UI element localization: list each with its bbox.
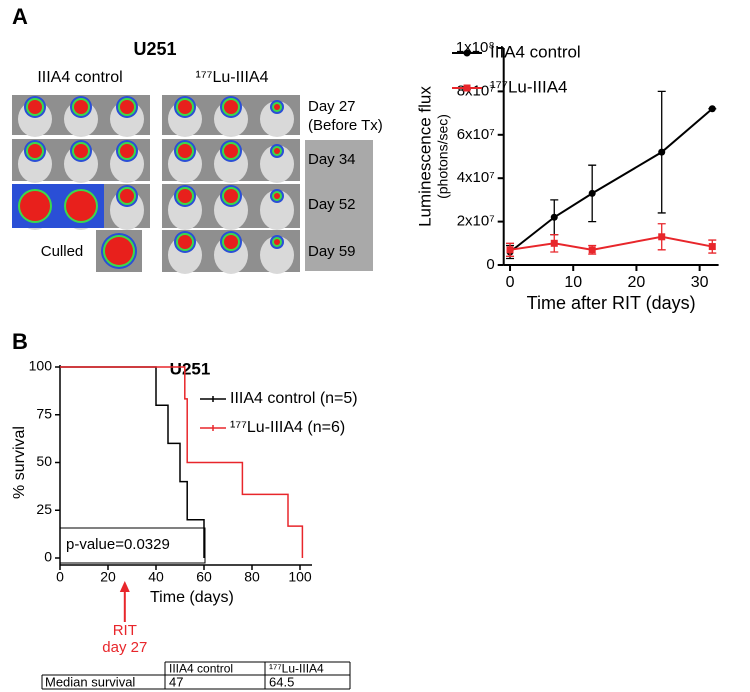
marker-label: RIT (113, 622, 137, 639)
legend-marker (463, 49, 471, 57)
row-label: (Before Tx) (308, 117, 383, 134)
point (708, 105, 716, 113)
point (658, 233, 666, 241)
group-label: IIIA4 control (37, 69, 122, 86)
signal (224, 100, 238, 114)
y-tick-label: 75 (36, 405, 52, 421)
legend-marker (463, 84, 471, 92)
line (509, 235, 713, 251)
x-tick-label: 40 (148, 569, 164, 585)
mouse (260, 101, 294, 137)
chart-title: U251 (170, 359, 211, 378)
signal (274, 148, 280, 154)
y-axis-label: % survival (11, 426, 28, 499)
line (509, 108, 713, 253)
row-label: Day 52 (308, 196, 356, 213)
legend-label: IIIA4 control (490, 42, 581, 61)
y-tick-label: 2x10⁷ (457, 213, 495, 230)
panel-title: U251 (133, 39, 176, 59)
y-tick-label: 50 (36, 453, 52, 469)
mouse (260, 145, 294, 183)
mouse (260, 236, 294, 274)
row-label: Day 34 (308, 151, 356, 168)
panel-label: A (12, 4, 28, 29)
signal (224, 144, 238, 158)
signal (178, 144, 192, 158)
table-grid (41, 661, 351, 690)
x-axis-label: Time (days) (150, 589, 234, 606)
x-tick-label: 0 (506, 274, 515, 291)
legend-label: IIIA4 control (n=5) (230, 390, 358, 407)
survival-curve (60, 366, 205, 558)
table-cell: 64.5 (269, 674, 294, 689)
x-tick-label: 0 (56, 569, 64, 585)
table-cell: 47 (169, 674, 183, 689)
panel-label: B (12, 329, 28, 354)
y-tick-label: 4x10⁷ (457, 169, 495, 186)
survival-curve (60, 366, 304, 558)
y-tick-label: 25 (36, 501, 52, 517)
y-axis-label: Luminescence flux (415, 86, 434, 227)
marker-arrowhead (119, 581, 130, 592)
y-tick-label: 100 (29, 358, 53, 374)
point (708, 243, 716, 251)
point (588, 189, 596, 197)
signal (20, 191, 50, 221)
y-tick-label: 0 (44, 549, 52, 565)
row-label: Day 59 (308, 243, 356, 260)
marker-label: day 27 (102, 639, 147, 656)
signal (120, 189, 134, 203)
signal (105, 237, 133, 265)
y-tick-label: 6x10⁷ (457, 126, 495, 143)
row-label-bg (305, 140, 373, 271)
point (550, 239, 558, 247)
x-tick-label: 80 (244, 569, 260, 585)
x-tick-label: 20 (628, 274, 646, 291)
signal (224, 189, 238, 203)
signal (74, 100, 88, 114)
x-tick-label: 30 (691, 274, 709, 291)
x-tick-label: 100 (288, 569, 312, 585)
culled-label: Culled (41, 243, 84, 260)
point (550, 213, 558, 221)
signal (28, 144, 42, 158)
table-header: IIIA4 control (169, 662, 233, 676)
y-tick-label: 0 (486, 256, 494, 273)
signal (274, 239, 280, 245)
table-row-label: Median survival (45, 674, 135, 689)
annotation-box (59, 527, 206, 564)
table-header: ¹⁷⁷Lu-IIIA4 (269, 662, 324, 676)
x-axis-label: Time after RIT (days) (527, 293, 696, 313)
point (658, 148, 666, 156)
legend-label: ¹⁷⁷Lu-IIIA4 (n=6) (230, 419, 345, 436)
row-label: Day 27 (308, 98, 356, 115)
signal (120, 144, 134, 158)
signal (74, 144, 88, 158)
signal (120, 100, 134, 114)
mouse (260, 190, 294, 230)
signal (224, 235, 238, 249)
legend-label: ¹⁷⁷Lu-IIIA4 (490, 77, 568, 96)
signal (274, 104, 280, 110)
point (506, 246, 514, 254)
point (588, 246, 596, 254)
signal (178, 235, 192, 249)
y-axis-label: (photons/sec) (435, 114, 451, 199)
x-tick-label: 20 (100, 569, 116, 585)
signal (28, 100, 42, 114)
group-label: ¹⁷⁷Lu-IIIA4 (196, 69, 269, 86)
signal (178, 100, 192, 114)
signal (66, 191, 96, 221)
x-tick-label: 60 (196, 569, 212, 585)
signal (274, 193, 280, 199)
annotation: p-value=0.0329 (66, 536, 170, 553)
y-tick-label: 8x10⁷ (457, 82, 495, 99)
mouse-images (12, 95, 300, 274)
x-tick-label: 10 (564, 274, 582, 291)
signal (178, 189, 192, 203)
